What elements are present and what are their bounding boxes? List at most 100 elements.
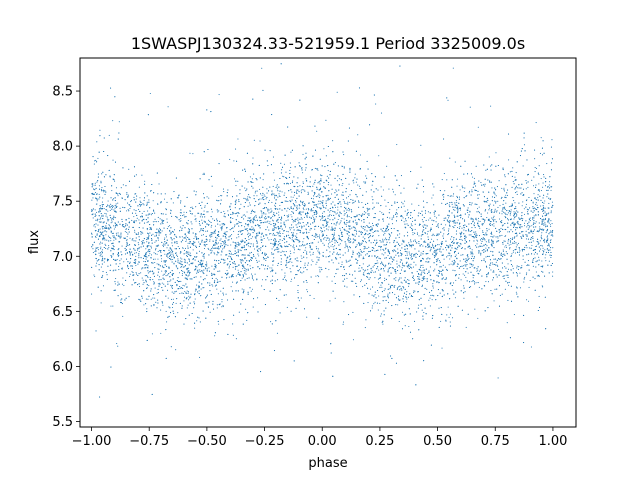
data-point xyxy=(478,210,480,212)
data-point xyxy=(274,204,276,206)
data-point xyxy=(410,212,412,214)
data-point xyxy=(186,307,188,309)
data-point xyxy=(315,263,317,265)
data-point xyxy=(385,237,387,239)
data-point xyxy=(537,243,539,245)
data-point xyxy=(423,279,425,281)
data-point xyxy=(209,311,211,313)
data-point xyxy=(548,243,550,245)
data-point xyxy=(365,319,367,321)
data-point xyxy=(152,233,154,235)
data-point xyxy=(507,231,509,233)
data-point xyxy=(272,234,274,236)
data-point xyxy=(322,251,324,254)
data-point xyxy=(350,280,352,282)
data-point xyxy=(404,325,406,327)
data-point xyxy=(250,290,252,292)
data-point xyxy=(239,221,241,224)
data-point xyxy=(221,306,223,308)
data-point xyxy=(180,257,182,259)
data-point xyxy=(185,252,187,254)
data-point xyxy=(184,285,186,287)
data-point xyxy=(269,221,271,223)
data-point xyxy=(115,205,117,207)
data-point xyxy=(148,248,150,250)
data-point xyxy=(407,279,409,281)
data-point xyxy=(501,219,503,222)
data-point xyxy=(434,249,436,252)
data-point xyxy=(282,175,284,177)
data-point xyxy=(330,184,332,186)
data-point xyxy=(203,210,205,212)
data-point xyxy=(175,302,177,304)
data-point xyxy=(369,288,372,290)
data-point xyxy=(100,188,102,191)
data-point xyxy=(316,130,318,132)
data-point xyxy=(447,220,449,222)
data-point xyxy=(254,216,256,218)
data-point xyxy=(157,268,159,270)
data-point xyxy=(516,214,518,216)
data-point xyxy=(104,212,106,215)
data-point xyxy=(365,175,367,177)
data-point xyxy=(96,262,98,264)
data-point xyxy=(229,220,231,222)
data-point xyxy=(496,210,498,212)
data-point xyxy=(425,241,427,243)
data-point xyxy=(225,293,227,295)
data-point xyxy=(237,250,239,252)
data-point xyxy=(363,272,365,274)
data-point xyxy=(543,220,545,222)
data-point xyxy=(456,185,458,187)
data-point xyxy=(549,240,551,242)
data-point xyxy=(167,283,169,285)
data-point xyxy=(544,185,547,187)
data-point xyxy=(428,299,430,301)
data-point xyxy=(102,260,104,262)
data-point xyxy=(141,297,143,299)
data-point xyxy=(247,196,249,198)
data-point xyxy=(189,212,192,215)
data-point xyxy=(277,264,279,267)
data-point xyxy=(95,236,97,238)
data-point xyxy=(445,319,447,321)
data-point xyxy=(374,277,376,279)
data-point xyxy=(188,251,190,253)
data-point xyxy=(474,222,476,224)
data-point xyxy=(99,129,101,131)
data-point xyxy=(343,200,345,202)
data-point xyxy=(372,202,374,204)
data-point xyxy=(100,266,102,268)
data-point xyxy=(502,249,504,251)
data-point xyxy=(127,244,129,247)
data-point xyxy=(175,235,177,237)
data-point xyxy=(265,215,267,217)
data-point xyxy=(171,245,173,247)
data-point xyxy=(273,225,275,227)
data-point xyxy=(520,236,522,238)
data-point xyxy=(92,217,94,219)
data-point xyxy=(514,176,516,178)
data-point xyxy=(96,234,98,236)
data-point xyxy=(193,244,195,247)
data-point xyxy=(450,255,452,257)
data-point xyxy=(362,256,364,258)
data-point xyxy=(162,266,164,268)
data-point xyxy=(480,181,482,184)
data-point xyxy=(362,236,364,238)
data-point xyxy=(153,304,155,307)
data-point xyxy=(145,298,147,300)
data-point xyxy=(532,218,534,220)
data-point xyxy=(309,176,311,178)
data-point xyxy=(545,224,547,226)
data-point xyxy=(527,264,529,266)
data-point xyxy=(221,301,223,303)
data-point xyxy=(460,238,462,240)
data-point xyxy=(369,277,371,279)
data-point xyxy=(147,272,149,274)
data-point xyxy=(525,188,527,190)
data-point xyxy=(224,259,226,261)
data-point xyxy=(545,254,547,256)
data-point xyxy=(354,219,356,221)
data-point xyxy=(512,231,514,233)
